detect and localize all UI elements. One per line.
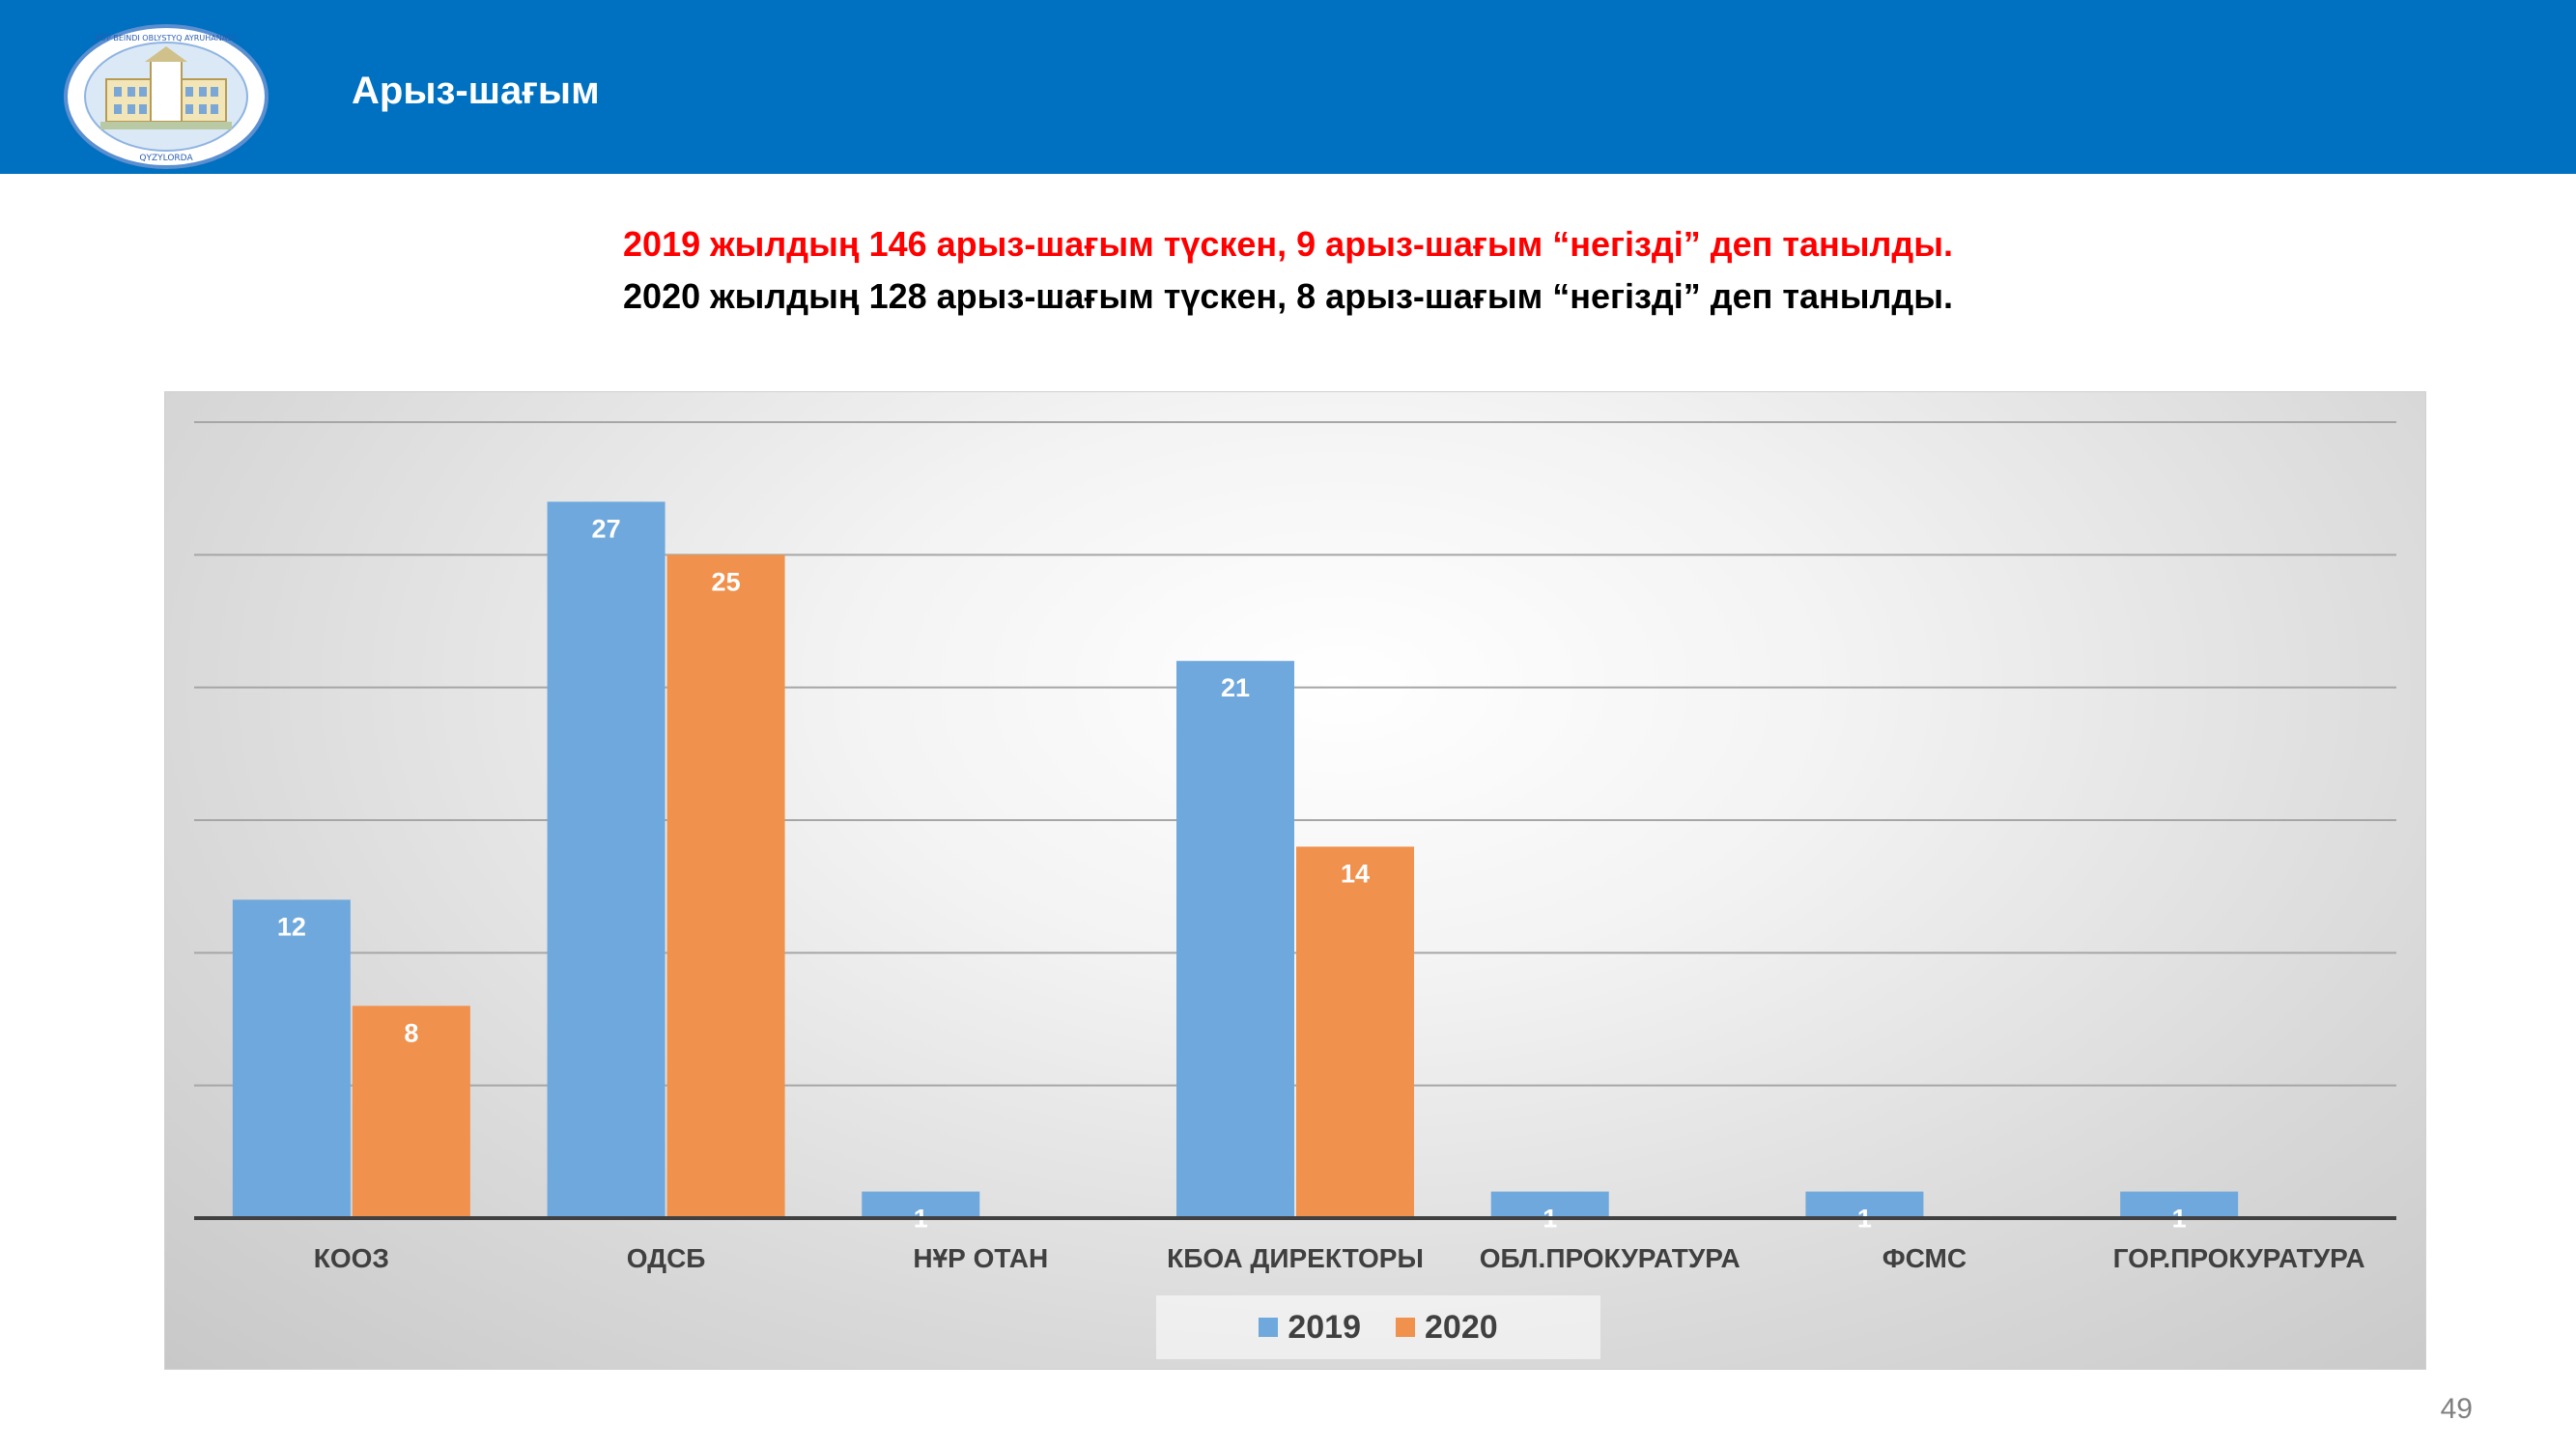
chart-legend: 2019 2020	[1156, 1295, 1600, 1359]
data-label-2020-2: 25	[712, 567, 741, 596]
data-label-2019-4: 21	[1221, 673, 1250, 702]
bar-2019-1	[232, 899, 351, 1218]
legend-label-2019: 2019	[1288, 1308, 1361, 1346]
bar-2020-1	[352, 1006, 470, 1218]
data-label-2020-1: 8	[404, 1018, 418, 1047]
page-number: 49	[2440, 1393, 2473, 1425]
legend-swatch-2019	[1259, 1318, 1279, 1337]
bar-2019-7	[2120, 1191, 2239, 1218]
page-title: Арыз-шағым	[352, 70, 600, 112]
category-label: КООЗ	[314, 1243, 389, 1273]
data-label-2019-2: 27	[592, 514, 621, 543]
bar-2019-3	[862, 1191, 980, 1218]
legend-item-2019: 2019	[1259, 1309, 1361, 1347]
subtitle-line-2020: 2020 жылдың 128 арыз-шағым түскен, 8 ары…	[623, 276, 1953, 316]
category-label: ОДСБ	[627, 1243, 706, 1273]
header-bar: KÖP BEINDI OBLYSTYQ AYRUHANASY QYZYLORDA…	[0, 0, 2576, 174]
category-label: НҰР ОТАН	[913, 1243, 1048, 1273]
category-label: ГОР.ПРОКУРАТУРА	[2113, 1243, 2365, 1273]
subtitle-line-2019: 2019 жылдың 146 арыз-шағым түскен, 9 ары…	[623, 224, 1953, 264]
logo-text-top: KÖP BEINDI OBLYSTYQ AYRUHANASY	[96, 33, 237, 43]
bar-2019-2	[547, 501, 665, 1218]
data-label-2020-4: 14	[1341, 859, 1370, 888]
hospital-logo-icon: KÖP BEINDI OBLYSTYQ AYRUHANASY QYZYLORDA	[64, 24, 269, 169]
data-label-2019-1: 12	[277, 912, 306, 941]
category-label: ОБЛ.ПРОКУРАТУРА	[1480, 1243, 1741, 1273]
category-label: ФСМС	[1882, 1243, 1967, 1273]
category-label: КБОА ДИРЕКТОРЫ	[1167, 1243, 1424, 1273]
bar-2019-4	[1176, 661, 1294, 1218]
bar-2019-5	[1490, 1191, 1609, 1218]
logo-text-bottom: QYZYLORDA	[139, 154, 193, 163]
legend-swatch-2020	[1396, 1318, 1415, 1337]
bar-2019-6	[1805, 1191, 1924, 1218]
bar-2020-4	[1296, 846, 1414, 1218]
legend-label-2020: 2020	[1425, 1308, 1498, 1346]
bar-2020-2	[666, 554, 785, 1218]
legend-item-2020: 2020	[1396, 1309, 1498, 1347]
